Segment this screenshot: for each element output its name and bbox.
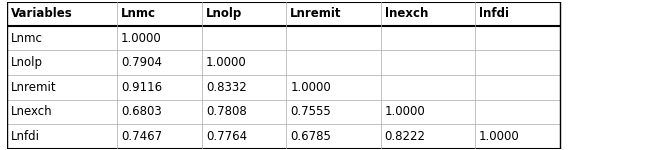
Text: Lnmc: Lnmc bbox=[11, 32, 42, 45]
Bar bbox=[286, 124, 381, 148]
Bar bbox=[381, 99, 475, 124]
Bar bbox=[7, 75, 118, 99]
Bar bbox=[381, 2, 475, 26]
Bar bbox=[475, 51, 560, 75]
Bar bbox=[286, 26, 381, 51]
Text: 1.0000: 1.0000 bbox=[479, 130, 520, 143]
Text: 1.0000: 1.0000 bbox=[206, 56, 246, 69]
Text: 1.0000: 1.0000 bbox=[121, 32, 162, 45]
Text: Lnmc: Lnmc bbox=[121, 7, 156, 20]
Bar bbox=[7, 2, 118, 26]
Bar bbox=[475, 2, 560, 26]
Bar bbox=[202, 75, 286, 99]
Bar bbox=[286, 75, 381, 99]
Text: 0.7808: 0.7808 bbox=[206, 105, 246, 118]
Bar bbox=[118, 75, 202, 99]
Text: 0.8332: 0.8332 bbox=[206, 81, 246, 94]
Text: 1.0000: 1.0000 bbox=[384, 105, 426, 118]
Text: 0.8222: 0.8222 bbox=[384, 130, 426, 143]
Text: 0.7467: 0.7467 bbox=[121, 130, 162, 143]
Text: 0.6803: 0.6803 bbox=[121, 105, 162, 118]
Bar bbox=[381, 26, 475, 51]
Bar bbox=[7, 26, 118, 51]
Bar bbox=[475, 75, 560, 99]
Bar bbox=[118, 2, 202, 26]
Bar bbox=[286, 51, 381, 75]
Bar bbox=[202, 26, 286, 51]
Bar bbox=[381, 75, 475, 99]
Bar bbox=[7, 99, 118, 124]
Bar bbox=[7, 124, 118, 148]
Bar bbox=[286, 2, 381, 26]
Text: lnfdi: lnfdi bbox=[479, 7, 509, 20]
Text: 0.7555: 0.7555 bbox=[290, 105, 331, 118]
Text: 1.0000: 1.0000 bbox=[290, 81, 331, 94]
Bar bbox=[381, 51, 475, 75]
Text: 0.9116: 0.9116 bbox=[121, 81, 162, 94]
Bar bbox=[118, 124, 202, 148]
Text: Lnexch: Lnexch bbox=[11, 105, 52, 118]
Text: Variables: Variables bbox=[11, 7, 72, 20]
Bar bbox=[475, 99, 560, 124]
Text: lnexch: lnexch bbox=[384, 7, 428, 20]
Text: Lnolp: Lnolp bbox=[11, 56, 42, 69]
Bar bbox=[118, 99, 202, 124]
Bar bbox=[202, 124, 286, 148]
Text: 0.7764: 0.7764 bbox=[206, 130, 247, 143]
Bar bbox=[7, 51, 118, 75]
Bar bbox=[475, 26, 560, 51]
Text: 0.6785: 0.6785 bbox=[290, 130, 331, 143]
Text: Lnolp: Lnolp bbox=[206, 7, 242, 20]
Bar bbox=[118, 26, 202, 51]
Bar bbox=[286, 99, 381, 124]
Text: 0.7904: 0.7904 bbox=[121, 56, 162, 69]
Text: Lnremit: Lnremit bbox=[11, 81, 56, 94]
Bar bbox=[118, 51, 202, 75]
Bar bbox=[475, 124, 560, 148]
Bar bbox=[202, 51, 286, 75]
Bar bbox=[202, 2, 286, 26]
Bar bbox=[202, 99, 286, 124]
Text: Lnfdi: Lnfdi bbox=[11, 130, 40, 143]
Bar bbox=[381, 124, 475, 148]
Text: Lnremit: Lnremit bbox=[290, 7, 342, 20]
